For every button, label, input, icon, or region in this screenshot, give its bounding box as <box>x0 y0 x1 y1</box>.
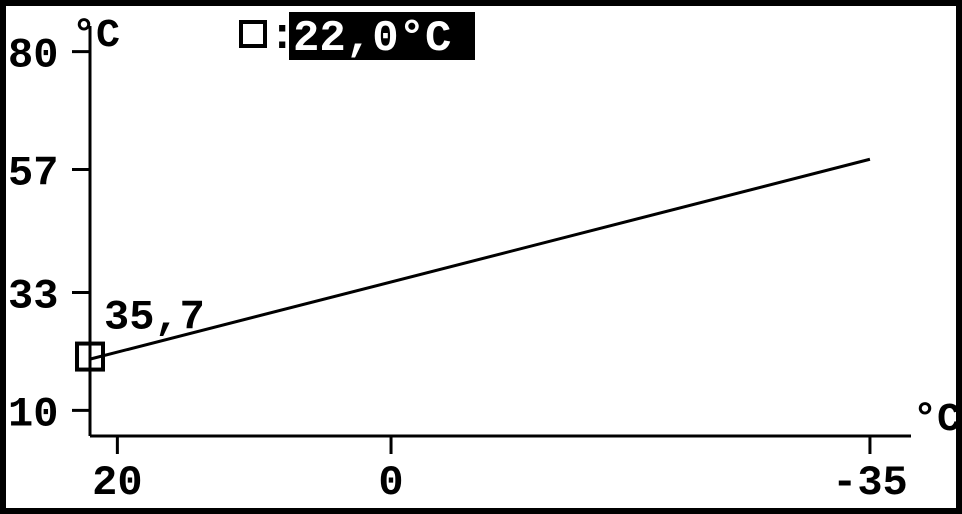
y-tick-label: 80 <box>8 32 58 80</box>
chart-canvas: 10335780°C200-35°C35,7:22,0°C <box>6 6 956 508</box>
marker-value-label: 35,7 <box>104 294 205 342</box>
y-tick-label: 10 <box>8 390 58 438</box>
series-line <box>90 159 870 359</box>
lcd-chart-frame: 10335780°C200-35°C35,7:22,0°C <box>0 0 962 514</box>
readout-square-icon <box>241 22 265 46</box>
x-tick-label: 20 <box>92 459 142 507</box>
y-tick-label: 33 <box>8 273 58 321</box>
x-axis-label: °C <box>913 398 956 443</box>
y-axis-label: °C <box>72 14 120 59</box>
readout-value: 22,0°C <box>293 14 451 64</box>
x-tick-label: 0 <box>378 459 403 507</box>
x-tick-label: -35 <box>832 459 908 507</box>
y-tick-label: 57 <box>8 150 58 198</box>
